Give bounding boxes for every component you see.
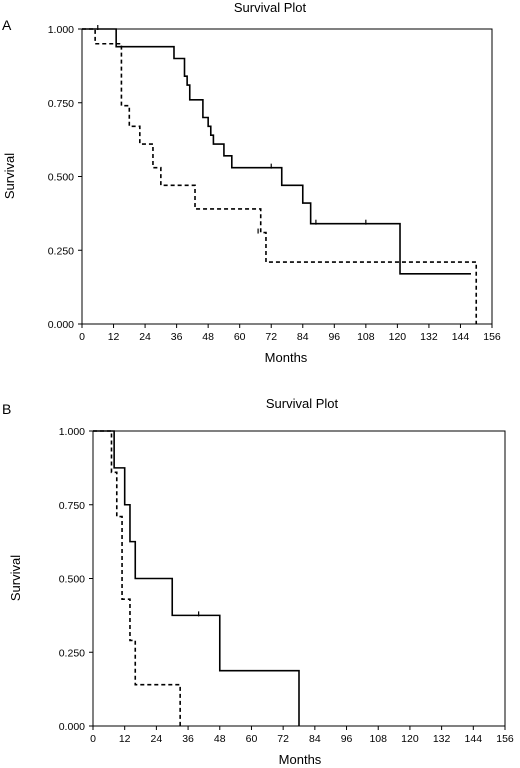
panel-b-y-tick-label: 0.750: [59, 500, 85, 512]
panel-a-x-tick-label: 0: [79, 331, 85, 343]
panel-b-title: Survival Plot: [266, 396, 339, 411]
panel-a-x-tick-label: 72: [265, 331, 277, 343]
panel-a-x-tick-label: 120: [389, 331, 407, 343]
panel-a-series-dashed-curve: [82, 28, 478, 324]
panel-b-x-tick-label: 24: [151, 733, 163, 745]
panel-b-x-tick-label: 108: [369, 733, 387, 745]
panel-a-x-tick-label: 36: [171, 331, 183, 343]
panel-b-y-tick-label: 1.000: [59, 426, 85, 438]
panel-a-x-axis-label: Months: [265, 350, 308, 365]
panel-b-x-tick-label: 156: [496, 733, 514, 745]
panel-a-x-tick-label: 132: [420, 331, 438, 343]
panel-b-y-tick-label: 0.250: [59, 647, 85, 659]
panel-a-label: A: [2, 17, 12, 33]
panel-b-x-tick-label: 96: [341, 733, 353, 745]
panel-b-x-tick-label: 120: [401, 733, 419, 745]
panel-b-x-tick-label: 144: [465, 733, 483, 745]
panel-b-x-tick-label: 48: [214, 733, 226, 745]
panel-a-y-tick-label: 1.000: [48, 24, 74, 36]
panel-a-x-tick-label: 12: [108, 331, 120, 343]
panel-b-x-tick-label: 132: [433, 733, 451, 745]
panel-a-x-tick-label: 156: [483, 331, 501, 343]
panel-a-title: Survival Plot: [234, 0, 307, 15]
panel-a-x-tick-label: 48: [202, 331, 214, 343]
panel-a-x-tick-label: 96: [328, 331, 340, 343]
panel-b-y-tick-label: 0.500: [59, 574, 85, 586]
panel-a-x-tick-label: 144: [452, 331, 470, 343]
panel-a-series-solid-curve: [82, 28, 471, 275]
panel-b-x-tick-label: 36: [182, 733, 194, 745]
panel-b-series-solid-curve: [93, 430, 300, 726]
panel-a-x-tick-label: 108: [357, 331, 375, 343]
panel-a-plot: 0 12 24 36 48 60 72 84 96 108 120 132 144 156 0.000 0.2…: [48, 24, 501, 343]
panel-b-x-tick-label: 72: [277, 733, 289, 745]
panel-b-series-dashed-curve: [93, 430, 181, 726]
panel-a-y-tick-label: 0.000: [48, 319, 74, 331]
panel-a-y-tick-label: 0.500: [48, 172, 74, 184]
panel-b-x-tick-label: 0: [90, 733, 96, 745]
panel-b-x-tick-label: 12: [119, 733, 131, 745]
panel-a-y-tick-label: 0.250: [48, 245, 74, 257]
panel-b-x-axis-label: Months: [279, 752, 322, 767]
panel-b-y-tick-label: 0.000: [59, 721, 85, 733]
panel-a-plot-frame: [81, 28, 493, 325]
panel-a-x-tick-label: 24: [139, 331, 151, 343]
panel-a-x-tick-label: 84: [297, 331, 309, 343]
panel-b-x-tick-label: 84: [309, 733, 321, 745]
panel-a-y-axis-label: Survival: [2, 153, 17, 199]
panel-a-x-tick-label: 60: [234, 331, 246, 343]
panel-b-plot: 0 12 24 36 48 60 72 84 96 108 120 132 144 156 0.000 0.2…: [59, 426, 514, 745]
panel-b-label: B: [2, 401, 11, 417]
panel-b-x-tick-label: 60: [246, 733, 258, 745]
panel-b-y-axis-label: Survival: [8, 555, 23, 601]
panel-a-y-tick-label: 0.750: [48, 98, 74, 110]
